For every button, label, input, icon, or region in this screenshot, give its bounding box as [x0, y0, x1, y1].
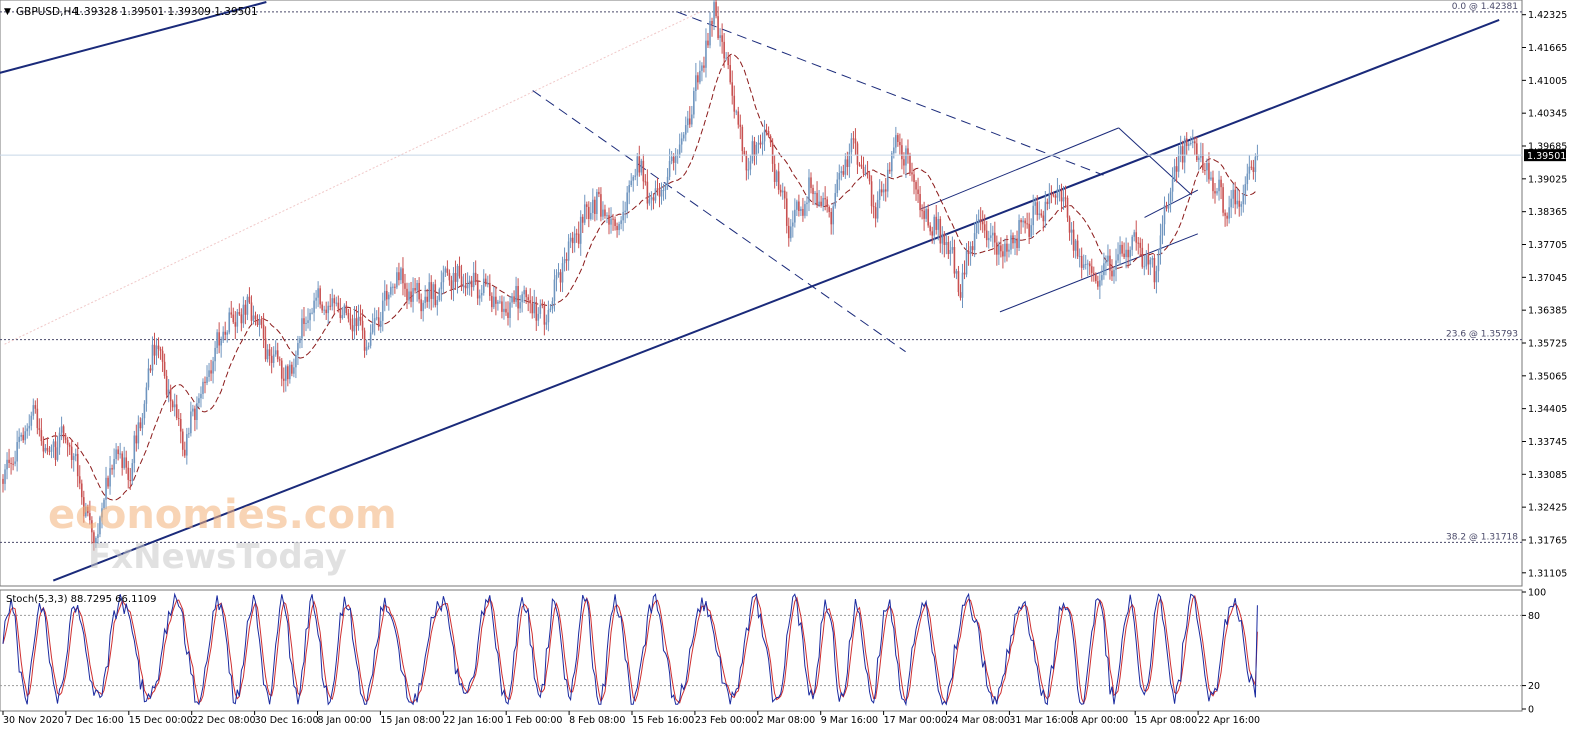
channel-line	[1118, 127, 1193, 196]
stochastic-panel[interactable]: Stoch(5,3,3) 88.7295 66.1109	[0, 589, 1523, 712]
price-tick-label: 1.32425	[1528, 503, 1567, 514]
time-tick-label: 22 Dec 08:00	[192, 715, 256, 726]
time-tick-label: 15 Apr 08:00	[1135, 715, 1197, 726]
time-tick-label: 17 Mar 00:00	[884, 715, 947, 726]
chart-header: ▼ GBPUSD,H4 1.39328 1.39501 1.39309 1.39…	[4, 6, 258, 18]
channel-line	[677, 11, 1104, 176]
price-tick-label: 1.31105	[1528, 568, 1567, 579]
ohlc-values: 1.39328 1.39501 1.39309 1.39501	[74, 6, 258, 18]
fibonacci-levels: 0.0 @ 1.42381 23.6 @ 1.35793 38.2 @ 1.3171…	[0, 2, 1522, 543]
time-tick-label: 1 Feb 00:00	[506, 715, 562, 726]
time-tick-label: 22 Apr 16:00	[1198, 715, 1260, 726]
watermark-line2: FxNewsToday	[88, 537, 347, 577]
candlesticks	[2, 0, 1259, 551]
current-price-tag	[1524, 149, 1566, 162]
price-axis[interactable]: 1.42325 1.41665 1.41005 1.40345 1.39685 1.390…	[1522, 10, 1567, 579]
time-tick-label: 31 Mar 16:00	[1009, 715, 1072, 726]
stoch-label: Stoch(5,3,3) 88.7295 66.1109	[6, 594, 157, 605]
main-price-panel[interactable]: 0.0 @ 1.42381 23.6 @ 1.35793 38.2 @ 1.3171…	[0, 0, 1523, 587]
stoch-tick-label: 100	[1528, 588, 1546, 599]
price-tick-label: 1.38365	[1528, 207, 1567, 218]
fib-level-label: 23.6 @ 1.35793	[1446, 330, 1518, 340]
watermark: economies.com FxNewsToday	[48, 492, 397, 577]
collapse-arrow-icon[interactable]: ▼	[4, 7, 11, 17]
price-tick-label: 1.31765	[1528, 535, 1567, 546]
stoch-tick-label: 80	[1528, 611, 1540, 622]
time-tick-label: 23 Feb 00:00	[695, 715, 757, 726]
stoch-axis: 100 80 20 0	[1522, 588, 1546, 716]
time-tick-label: 15 Jan 08:00	[380, 715, 440, 726]
price-tick-label: 1.33745	[1528, 437, 1567, 448]
fib-level-label: 0.0 @ 1.42381	[1452, 2, 1518, 12]
time-tick-label: 9 Mar 16:00	[821, 715, 878, 726]
main-panel-frame	[0, 0, 1523, 587]
channel-line	[999, 233, 1198, 313]
price-tick-label: 1.35725	[1528, 338, 1567, 349]
price-tick-label: 1.34405	[1528, 404, 1567, 415]
time-tick-label: 15 Feb 16:00	[632, 715, 694, 726]
ma-line	[43, 53, 1258, 501]
time-tick-label: 30 Dec 16:00	[255, 715, 319, 726]
time-tick-label: 8 Jan 00:00	[318, 715, 372, 726]
symbol-label: GBPUSD,H4	[16, 6, 78, 18]
time-tick-label: 24 Mar 08:00	[947, 715, 1010, 726]
current-price-label: 1.39501	[1527, 151, 1566, 162]
time-axis: 30 Nov 2020 7 Dec 16:00 15 Dec 00:00 22 Dec…	[2, 711, 1260, 726]
price-tick-label: 1.41005	[1528, 76, 1567, 87]
price-tick-label: 1.39025	[1528, 174, 1567, 185]
stoch-main-line	[2, 592, 1258, 707]
trendline	[52, 18, 1500, 582]
channel-line	[532, 90, 906, 353]
price-tick-label: 1.39685	[1528, 142, 1567, 153]
channel-line	[920, 127, 1119, 210]
moving-average	[43, 53, 1258, 501]
watermark-line1: economies.com	[48, 492, 397, 538]
stoch-tick-label: 0	[1528, 705, 1534, 716]
time-tick-label: 15 Dec 00:00	[129, 715, 193, 726]
time-tick-label: 2 Mar 08:00	[758, 715, 815, 726]
trendline	[0, 1, 267, 74]
trendlines	[0, 1, 1500, 582]
price-tick-label: 1.37045	[1528, 273, 1567, 284]
price-tick-label: 1.36385	[1528, 306, 1567, 317]
price-tick-label: 1.40345	[1528, 109, 1567, 120]
fib-diagonal	[4, 11, 701, 345]
time-tick-label: 8 Apr 00:00	[1072, 715, 1128, 726]
fib-level-label: 38.2 @ 1.31718	[1446, 532, 1518, 542]
price-tick-label: 1.33085	[1528, 470, 1567, 481]
stoch-lines	[2, 592, 1258, 707]
price-tick-label: 1.35065	[1528, 371, 1567, 382]
time-tick-label: 7 Dec 16:00	[66, 715, 124, 726]
time-tick-label: 22 Jan 16:00	[443, 715, 503, 726]
price-tick-label: 1.42325	[1528, 10, 1567, 21]
price-tick-label: 1.37705	[1528, 240, 1567, 251]
price-tick-label: 1.41665	[1528, 43, 1567, 54]
time-tick-label: 8 Feb 08:00	[569, 715, 625, 726]
stoch-panel-frame	[0, 589, 1523, 712]
time-tick-label: 30 Nov 2020	[3, 715, 64, 726]
stoch-tick-label: 20	[1528, 681, 1540, 692]
